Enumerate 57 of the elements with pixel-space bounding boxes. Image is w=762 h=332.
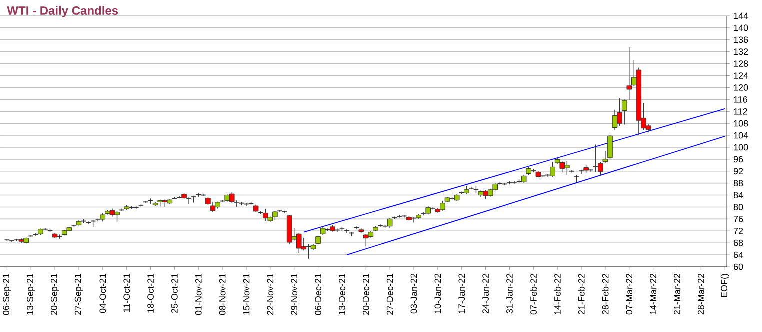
- x-tick-label: 15-Nov-21: [243, 274, 250, 315]
- x-tick-label: 18-Oct-21: [148, 274, 154, 313]
- y-tick-label: 136: [734, 36, 748, 44]
- x-tick-label: 17-Jan-22: [458, 274, 466, 314]
- x-tick-label: 31-Jan-22: [506, 274, 513, 314]
- y-tick-label: 80: [734, 204, 744, 210]
- y-tick-label: 132: [734, 48, 748, 56]
- x-tick-label: EOF(): [720, 274, 730, 298]
- y-tick-label: 124: [734, 72, 748, 79]
- x-tick-label: 07-Mar-22: [626, 274, 633, 315]
- y-tick-label: 120: [734, 84, 748, 91]
- candlestick: [344, 229, 350, 234]
- x-tick-label: 06-Dec-21: [315, 274, 322, 316]
- x-tick-label: 13-Dec-21: [339, 274, 346, 315]
- x-tick-label: 13-Sep-21: [27, 274, 36, 315]
- x-tick-label: 21-Mar-22: [674, 274, 680, 315]
- x-tick-label: 29-Nov-21: [291, 274, 298, 316]
- y-tick-label: 60: [734, 264, 744, 270]
- y-tick-label: 68: [734, 240, 744, 246]
- y-tick-label: 88: [734, 180, 744, 187]
- y-tick-label: 64: [734, 252, 744, 258]
- y-tick-label: 104: [734, 132, 748, 139]
- y-tick-label: 76: [734, 216, 744, 222]
- y-tick-label: 144: [734, 12, 748, 20]
- x-tick-label: 24-Jan-22: [482, 274, 489, 314]
- y-tick-label: 72: [734, 228, 744, 234]
- x-tick-label: 06-Sep-21: [3, 274, 12, 316]
- y-tick-label: 140: [734, 24, 748, 32]
- x-tick-label: 04-Oct-21: [100, 274, 106, 314]
- x-tick-label: 27-Dec-21: [386, 274, 394, 316]
- y-tick-label: 100: [734, 144, 748, 151]
- x-tick-label: 11-Oct-21: [124, 274, 130, 312]
- x-tick-label: 27-Sep-21: [74, 274, 84, 316]
- y-tick-label: 92: [734, 168, 744, 175]
- y-tick-label: 108: [734, 120, 748, 127]
- x-tick-label: 01-Nov-21: [195, 274, 202, 316]
- x-tick-label: 14-Mar-22: [650, 274, 656, 314]
- x-tick-label: 21-Feb-22: [578, 274, 585, 315]
- x-tick-label: 10-Jan-22: [434, 274, 442, 314]
- x-tick-label: 25-Oct-21: [172, 274, 178, 314]
- x-tick-label: 03-Jan-22: [410, 274, 418, 314]
- x-tick-label: 20-Dec-21: [362, 274, 370, 316]
- y-tick-label: 128: [734, 60, 748, 67]
- x-tick-label: 07-Feb-22: [530, 274, 537, 315]
- y-tick-label: 116: [734, 96, 748, 103]
- y-tick-label: 84: [734, 192, 744, 198]
- x-tick-label: 28-Mar-22: [698, 274, 704, 315]
- y-tick-label: 112: [734, 108, 748, 115]
- x-tick-label: 20-Sep-21: [50, 274, 60, 316]
- x-tick-label: 08-Nov-21: [219, 274, 226, 316]
- x-tick-label: 14-Feb-22: [554, 274, 561, 314]
- x-tick-label: 22-Nov-21: [267, 274, 274, 316]
- candlestick: [512, 180, 518, 184]
- candlestick: [626, 47, 632, 100]
- chart-title: WTI - Daily Candles: [7, 6, 118, 18]
- y-tick-label: 96: [734, 156, 744, 163]
- x-tick-label: 28-Feb-22: [602, 274, 609, 315]
